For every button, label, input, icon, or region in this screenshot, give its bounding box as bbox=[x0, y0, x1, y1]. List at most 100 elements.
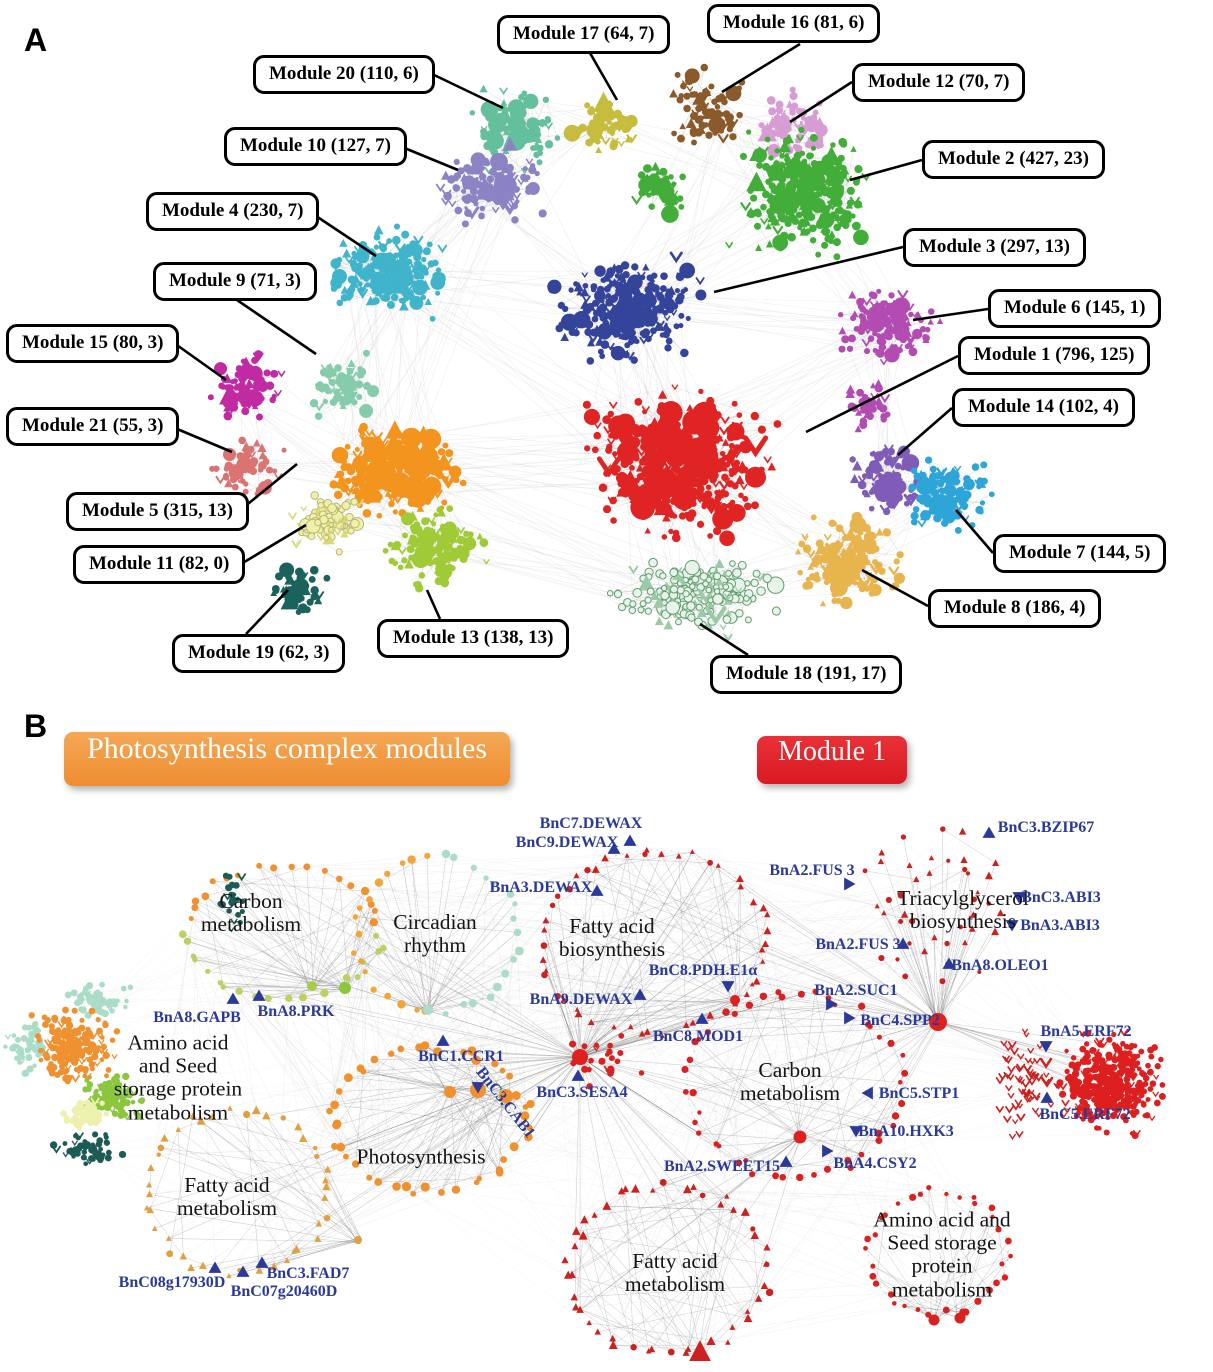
m15-cluster bbox=[207, 350, 286, 421]
m1-cluster bbox=[582, 384, 782, 547]
module-callout-3: Module 3 (297, 13) bbox=[903, 228, 1086, 267]
gene-marker-down-triangle-icon bbox=[1012, 892, 1026, 904]
module-callout-2: Module 2 (427, 23) bbox=[922, 140, 1105, 179]
m9-cluster bbox=[309, 349, 379, 421]
m8-cluster bbox=[794, 511, 905, 610]
region-label: Fatty acid biosynthesis bbox=[558, 913, 666, 961]
module-callout-17: Module 17 (64, 7) bbox=[497, 15, 671, 54]
panel-b-nodes bbox=[3, 826, 1166, 1361]
gene-marker-up-triangle-icon bbox=[255, 1256, 269, 1268]
gene-marker-up-triangle-icon bbox=[623, 834, 637, 846]
gene-label: BnC3.SESA4 bbox=[536, 1084, 628, 1101]
gene-marker-up-triangle-icon bbox=[896, 937, 910, 949]
gene-label: BnC8.PDH.E1α bbox=[648, 962, 758, 979]
gene-label: BnA5.ERF72 bbox=[1040, 1023, 1132, 1040]
gene-label: BnA9.DEWAX bbox=[529, 991, 633, 1008]
module-callout-11: Module 11 (82, 0) bbox=[73, 545, 246, 584]
module-callout-20: Module 20 (110, 6) bbox=[253, 55, 435, 94]
gene-label: BnA8.GAPB bbox=[153, 1009, 241, 1026]
m7-cluster bbox=[908, 456, 995, 534]
mint1-cluster bbox=[64, 981, 134, 1019]
gene-label: BnC3.CAB1 bbox=[472, 1064, 539, 1142]
gene-markers bbox=[208, 826, 1054, 1277]
tri-ring bbox=[862, 826, 1005, 985]
gene-marker-right-triangle-icon bbox=[822, 1144, 834, 1158]
region-label: Amino acid and Seed storage protein meta… bbox=[113, 1030, 243, 1125]
region-label: Circadian rhythm bbox=[393, 909, 477, 957]
redbig-cluster bbox=[1055, 1028, 1166, 1140]
gene-label: BnA3.ABI3 bbox=[1020, 917, 1100, 934]
gene-label: BnC4.SPP2 bbox=[860, 1012, 940, 1029]
m13-cluster bbox=[382, 505, 490, 593]
gene-marker-down-triangle-icon bbox=[1039, 1041, 1053, 1053]
mint2-cluster bbox=[3, 1020, 53, 1078]
module-callout-15: Module 15 (80, 3) bbox=[6, 324, 180, 363]
gene-marker-down-triangle-icon bbox=[721, 981, 735, 993]
m5-cluster bbox=[326, 420, 467, 519]
m6b-cluster bbox=[845, 379, 891, 433]
orangeB-cluster bbox=[28, 1006, 121, 1085]
gene-label: BnA2.FUS 3 bbox=[769, 862, 855, 879]
module-callout-12: Module 12 (70, 7) bbox=[852, 63, 1026, 102]
gene-marker-right-triangle-icon bbox=[844, 1011, 856, 1025]
region-label: Carbon metabolism bbox=[200, 888, 302, 936]
m10-cluster bbox=[435, 136, 547, 228]
module-callout-8: Module 8 (186, 4) bbox=[928, 589, 1102, 628]
gene-marker-up-triangle-icon bbox=[695, 1012, 709, 1024]
gene-marker-right-triangle-icon bbox=[826, 997, 838, 1011]
gene-label: BnC07g20460D bbox=[230, 1283, 338, 1300]
module-callout-4: Module 4 (230, 7) bbox=[146, 192, 320, 231]
panel-b-label: B bbox=[24, 708, 48, 744]
gene-label: BnA4.CSY2 bbox=[833, 1155, 917, 1172]
dteal-cluster bbox=[49, 1131, 127, 1167]
module-callout-18: Module 18 (191, 17) bbox=[710, 655, 903, 694]
gene-marker-up-triangle-icon bbox=[590, 884, 604, 896]
lgreen-cluster bbox=[82, 1072, 146, 1121]
panel-a-nodes bbox=[207, 63, 995, 642]
m11-cluster bbox=[288, 491, 365, 556]
module-callout-5: Module 5 (315, 13) bbox=[66, 492, 249, 531]
gene-label: BnC7.DEWAX bbox=[539, 815, 643, 832]
module-callout-21: Module 21 (55, 3) bbox=[6, 407, 180, 446]
gene-marker-up-triangle-icon bbox=[982, 826, 996, 838]
aminoR-ring bbox=[863, 1184, 1013, 1326]
module-callout-16: Module 16 (81, 6) bbox=[707, 4, 881, 43]
gene-marker-up-triangle-icon bbox=[942, 957, 956, 969]
m14-cluster bbox=[849, 444, 925, 516]
gene-marker-down-triangle-icon bbox=[471, 1082, 485, 1094]
carbonR-ring bbox=[681, 988, 909, 1182]
gene-marker-left-triangle-icon bbox=[861, 1086, 873, 1100]
m6-cluster bbox=[837, 288, 944, 366]
region-label: Triacylglycerol biosynthesis bbox=[897, 885, 1029, 933]
module-callout-6: Module 6 (145, 1) bbox=[988, 289, 1162, 328]
circ-ring bbox=[350, 849, 524, 1017]
dteal2-cluster bbox=[217, 872, 247, 933]
gene-label: BnA3.DEWAX bbox=[489, 879, 593, 896]
gene-marker-up-triangle-icon bbox=[571, 1069, 585, 1081]
module-callout-9: Module 9 (71, 3) bbox=[153, 262, 317, 301]
gene-label: BnA8.PRK bbox=[257, 1003, 335, 1020]
region-label: Amino acid and Seed storage protein meta… bbox=[873, 1207, 1011, 1302]
module-callout-14: Module 14 (102, 4) bbox=[952, 388, 1135, 427]
photosynthesis-complex-modules-badge: Photosynthesis complex modules bbox=[64, 732, 510, 786]
module-1-badge: Module 1 bbox=[757, 736, 907, 784]
module-callout-7: Module 7 (144, 5) bbox=[993, 534, 1167, 573]
gene-label: BnC3.ABI3 bbox=[1021, 889, 1101, 906]
gene-label: BnA8.OLEO1 bbox=[951, 957, 1049, 974]
panel-a-leader-lines bbox=[169, 42, 994, 657]
gene-label: BnA10.HXK3 bbox=[858, 1123, 954, 1140]
gene-label: BnC1.CCR1 bbox=[418, 1048, 504, 1065]
gene-label: BnC9.DEWAX bbox=[515, 834, 619, 851]
m18-cluster bbox=[606, 557, 785, 642]
m2-cluster bbox=[725, 126, 871, 261]
gene-marker-up-triangle-icon bbox=[226, 992, 240, 1004]
photo-ring bbox=[326, 1041, 535, 1197]
gene-marker-down-triangle-icon bbox=[1005, 920, 1019, 932]
region-label: Fatty acid metabolism bbox=[176, 1172, 278, 1220]
gene-marker-right-triangle-icon bbox=[844, 877, 856, 891]
gene-label: BnC5.ERF72 bbox=[1039, 1106, 1131, 1123]
fab-ring bbox=[539, 846, 772, 1039]
carbonL-ring bbox=[178, 862, 387, 1002]
